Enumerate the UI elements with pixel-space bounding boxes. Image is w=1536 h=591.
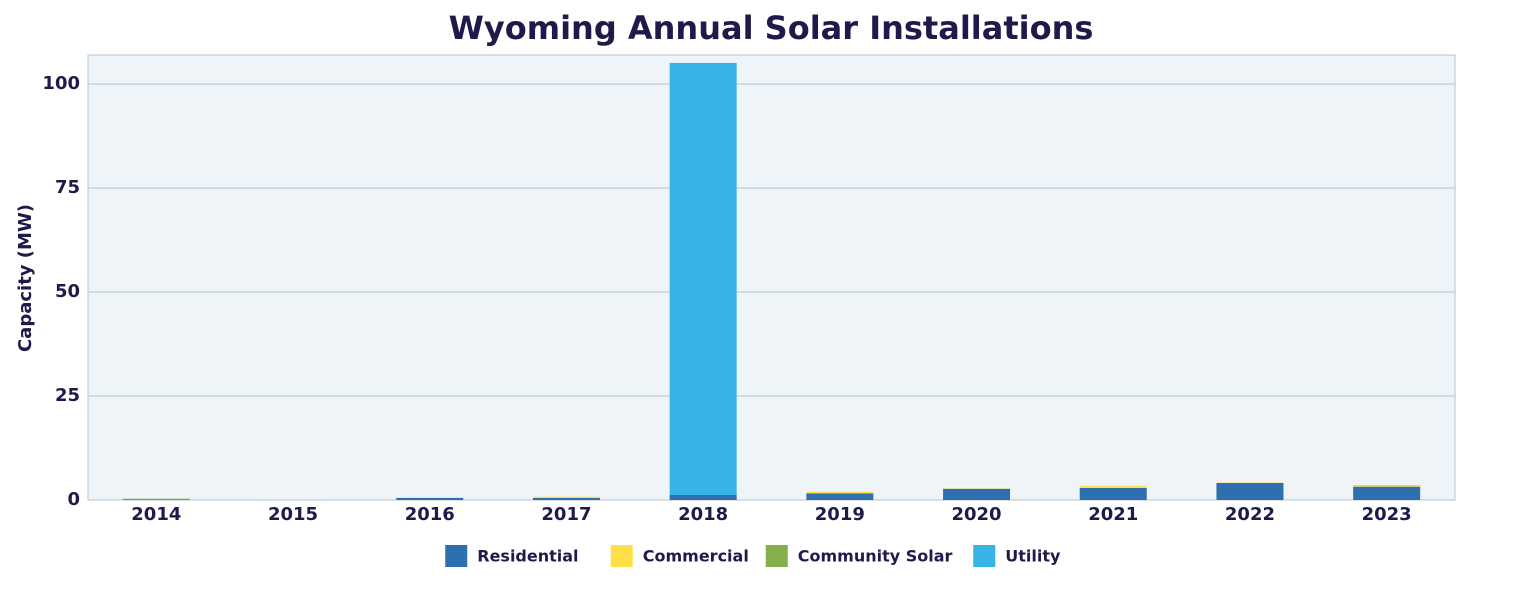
x-tick-label: 2023 — [1362, 504, 1412, 525]
y-tick-label: 25 — [55, 385, 80, 406]
x-tick-label: 2019 — [815, 504, 865, 525]
x-tick-label: 2016 — [405, 504, 455, 525]
bar-segment — [806, 491, 874, 494]
bar-segment — [1079, 487, 1147, 500]
legend-swatch — [445, 545, 468, 567]
y-axis-label: Capacity (MW) — [15, 204, 36, 352]
bar-segment — [1216, 482, 1284, 500]
y-tick-label: 100 — [42, 73, 80, 94]
x-tick-label: 2015 — [268, 504, 318, 525]
bar-segment — [806, 493, 874, 500]
legend-label: Residential — [477, 547, 578, 566]
bar-segment — [1353, 486, 1421, 500]
plot-area — [87, 54, 1456, 501]
bar-segment — [259, 499, 327, 500]
bar-segment — [532, 496, 600, 498]
x-tick-label: 2014 — [131, 504, 181, 525]
x-tick-label: 2018 — [678, 504, 728, 525]
legend-label: Utility — [1005, 547, 1061, 566]
bar-segment — [396, 497, 464, 500]
y-tick-label: 0 — [67, 489, 80, 510]
x-tick-label: 2022 — [1225, 504, 1275, 525]
legend-swatch — [973, 545, 996, 567]
bar-segment — [669, 62, 737, 496]
legend-swatch — [765, 545, 788, 567]
legend-label: Commercial — [643, 547, 749, 566]
y-tick-label: 75 — [55, 177, 80, 198]
bar-segment — [943, 488, 1011, 500]
x-tick-label: 2017 — [541, 504, 591, 525]
bar-segment — [669, 495, 737, 500]
bar-segment — [1353, 485, 1421, 487]
bar-segment — [122, 498, 190, 500]
x-tick-label: 2021 — [1088, 504, 1138, 525]
legend-label: Community Solar — [798, 547, 953, 566]
x-tick-label: 2020 — [951, 504, 1001, 525]
bar-segment — [532, 497, 600, 500]
y-tick-label: 50 — [55, 281, 80, 302]
bar-segment — [1079, 485, 1147, 488]
chart-title: Wyoming Annual Solar Installations — [449, 9, 1094, 47]
legend-swatch — [610, 545, 633, 567]
